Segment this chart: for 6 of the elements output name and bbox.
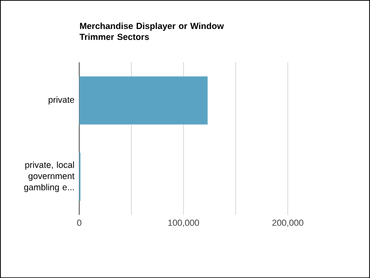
x-tick-label: 100,000 (168, 220, 200, 227)
x-tick-label: 0 (77, 220, 82, 226)
y-tick-label: private, local government gambling e... (24, 161, 74, 192)
chart-title: Merchandise Displayer or Window Trimmer Sectors (80, 22, 224, 40)
x-tick-label: 200,000 (272, 220, 304, 227)
y-tick-label: private (48, 96, 74, 104)
